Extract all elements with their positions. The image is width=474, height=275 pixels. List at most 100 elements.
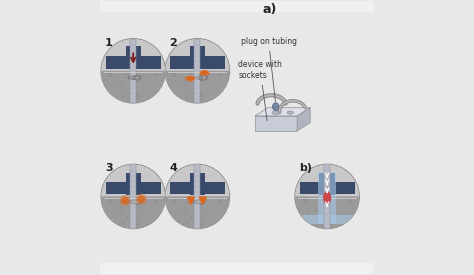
Ellipse shape [125,91,130,93]
Ellipse shape [113,85,115,88]
Circle shape [137,195,145,203]
Ellipse shape [324,203,326,205]
Circle shape [165,164,229,229]
Bar [319,173,335,195]
Polygon shape [255,116,297,131]
Text: 2: 2 [169,38,177,48]
Wedge shape [295,196,359,228]
Polygon shape [297,108,310,131]
Ellipse shape [327,219,332,222]
Ellipse shape [302,200,306,203]
Ellipse shape [109,72,113,73]
Ellipse shape [189,72,193,75]
Ellipse shape [125,72,129,75]
Ellipse shape [119,206,122,208]
Ellipse shape [173,72,178,73]
Bar [170,56,225,69]
Bar [319,172,336,224]
Ellipse shape [106,72,110,74]
Ellipse shape [106,198,110,199]
Ellipse shape [173,75,176,77]
Ellipse shape [185,209,187,212]
Bar [130,39,136,103]
Wedge shape [101,164,165,196]
Ellipse shape [194,203,196,205]
Bar [300,215,355,224]
Text: b): b) [299,163,312,173]
Ellipse shape [190,91,194,93]
Ellipse shape [109,72,113,75]
Ellipse shape [173,72,177,75]
Ellipse shape [185,83,187,86]
Ellipse shape [300,198,305,199]
Ellipse shape [348,199,352,202]
Ellipse shape [121,83,123,86]
Ellipse shape [132,76,137,79]
Bar [100,263,374,274]
Wedge shape [101,196,165,228]
Circle shape [165,39,229,103]
Ellipse shape [218,73,222,77]
Ellipse shape [133,93,138,96]
Bar [190,173,205,195]
Ellipse shape [130,75,139,80]
Text: plug on tubing: plug on tubing [240,37,297,102]
Ellipse shape [121,209,123,212]
Wedge shape [295,164,359,196]
Bar [194,164,201,229]
Circle shape [101,164,165,229]
Ellipse shape [201,98,204,99]
Ellipse shape [197,93,202,96]
Ellipse shape [113,210,115,213]
Ellipse shape [196,75,206,80]
Ellipse shape [194,77,196,79]
Bar [170,182,225,194]
Ellipse shape [177,210,179,213]
Ellipse shape [316,210,319,212]
Wedge shape [101,39,165,71]
Ellipse shape [109,75,112,77]
Ellipse shape [122,84,125,86]
Wedge shape [165,164,229,196]
Ellipse shape [202,221,204,222]
Wedge shape [101,71,165,103]
Ellipse shape [137,221,140,222]
Ellipse shape [183,80,186,82]
Ellipse shape [192,199,205,205]
Wedge shape [165,71,229,103]
Bar [190,46,205,70]
Bar [194,39,201,103]
Bar [106,56,161,69]
Ellipse shape [137,95,140,97]
Circle shape [133,76,136,79]
Bar [130,164,136,229]
Ellipse shape [130,203,132,205]
Ellipse shape [313,206,316,208]
Text: 1: 1 [105,38,113,48]
Ellipse shape [273,103,279,111]
Circle shape [295,164,359,229]
Ellipse shape [125,198,129,200]
Ellipse shape [302,198,307,201]
Ellipse shape [197,219,202,222]
Circle shape [101,39,165,103]
Ellipse shape [201,224,204,225]
Bar [324,164,330,229]
Ellipse shape [154,73,158,77]
Ellipse shape [171,198,175,199]
Ellipse shape [202,95,204,97]
Ellipse shape [128,199,141,205]
Wedge shape [188,198,193,203]
Ellipse shape [173,198,177,201]
Ellipse shape [185,96,189,98]
Ellipse shape [287,111,293,114]
Ellipse shape [323,191,331,204]
Ellipse shape [330,224,334,225]
Ellipse shape [177,85,179,88]
Ellipse shape [186,210,189,212]
Bar [126,173,141,195]
Wedge shape [165,39,229,71]
Ellipse shape [109,198,113,201]
Text: a): a) [263,4,277,16]
Ellipse shape [121,96,125,98]
